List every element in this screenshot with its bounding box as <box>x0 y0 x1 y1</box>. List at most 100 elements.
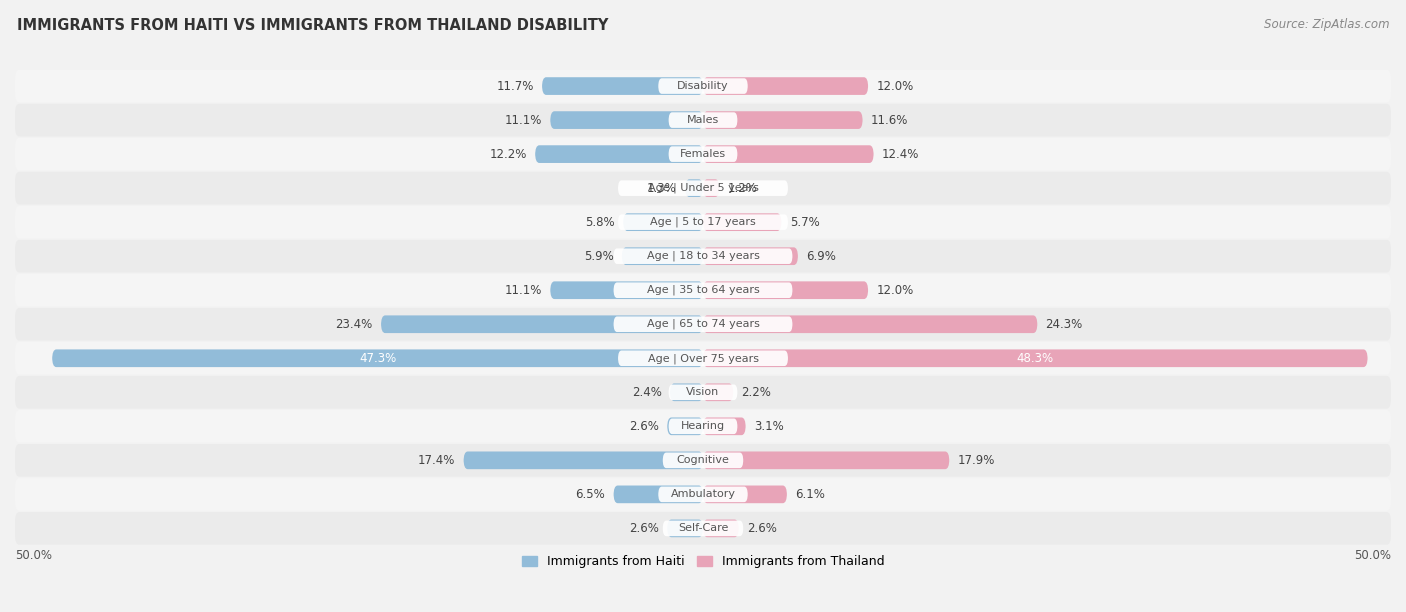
FancyBboxPatch shape <box>621 247 703 265</box>
FancyBboxPatch shape <box>613 282 793 298</box>
Text: Age | 35 to 64 years: Age | 35 to 64 years <box>647 285 759 296</box>
FancyBboxPatch shape <box>613 485 703 503</box>
FancyBboxPatch shape <box>703 384 734 401</box>
FancyBboxPatch shape <box>658 78 748 94</box>
FancyBboxPatch shape <box>623 214 703 231</box>
Text: 48.3%: 48.3% <box>1017 352 1054 365</box>
FancyBboxPatch shape <box>703 179 720 197</box>
Text: 2.6%: 2.6% <box>747 522 778 535</box>
FancyBboxPatch shape <box>15 70 1391 102</box>
FancyBboxPatch shape <box>703 349 1368 367</box>
Text: Ambulatory: Ambulatory <box>671 490 735 499</box>
Text: Age | 65 to 74 years: Age | 65 to 74 years <box>647 319 759 329</box>
FancyBboxPatch shape <box>15 274 1391 307</box>
Text: 6.1%: 6.1% <box>796 488 825 501</box>
Text: 5.7%: 5.7% <box>790 215 820 229</box>
FancyBboxPatch shape <box>52 349 703 367</box>
Text: 12.0%: 12.0% <box>876 284 914 297</box>
Text: Source: ZipAtlas.com: Source: ZipAtlas.com <box>1264 18 1389 31</box>
FancyBboxPatch shape <box>703 77 868 95</box>
Text: 1.2%: 1.2% <box>728 182 758 195</box>
Text: 12.4%: 12.4% <box>882 147 920 160</box>
FancyBboxPatch shape <box>671 384 703 401</box>
Text: 23.4%: 23.4% <box>336 318 373 330</box>
FancyBboxPatch shape <box>662 521 744 536</box>
FancyBboxPatch shape <box>15 512 1391 545</box>
Text: 6.5%: 6.5% <box>575 488 606 501</box>
Text: Age | 5 to 17 years: Age | 5 to 17 years <box>650 217 756 228</box>
FancyBboxPatch shape <box>613 316 793 332</box>
FancyBboxPatch shape <box>703 520 738 537</box>
Text: 2.6%: 2.6% <box>628 522 659 535</box>
FancyBboxPatch shape <box>15 206 1391 239</box>
Legend: Immigrants from Haiti, Immigrants from Thailand: Immigrants from Haiti, Immigrants from T… <box>516 550 890 573</box>
FancyBboxPatch shape <box>703 282 868 299</box>
Text: 50.0%: 50.0% <box>15 550 52 562</box>
FancyBboxPatch shape <box>703 247 799 265</box>
Text: 24.3%: 24.3% <box>1046 318 1083 330</box>
FancyBboxPatch shape <box>703 452 949 469</box>
Text: Age | 18 to 34 years: Age | 18 to 34 years <box>647 251 759 261</box>
FancyBboxPatch shape <box>550 282 703 299</box>
FancyBboxPatch shape <box>658 487 748 502</box>
FancyBboxPatch shape <box>15 308 1391 340</box>
Text: Age | Over 75 years: Age | Over 75 years <box>648 353 758 364</box>
FancyBboxPatch shape <box>381 315 703 333</box>
Text: Hearing: Hearing <box>681 421 725 431</box>
Text: Self-Care: Self-Care <box>678 523 728 534</box>
FancyBboxPatch shape <box>619 351 787 366</box>
Text: 11.1%: 11.1% <box>505 114 541 127</box>
FancyBboxPatch shape <box>668 417 703 435</box>
FancyBboxPatch shape <box>15 410 1391 442</box>
FancyBboxPatch shape <box>15 478 1391 510</box>
FancyBboxPatch shape <box>15 240 1391 272</box>
FancyBboxPatch shape <box>703 315 1038 333</box>
Text: 50.0%: 50.0% <box>1354 550 1391 562</box>
FancyBboxPatch shape <box>668 520 703 537</box>
Text: Age | Under 5 years: Age | Under 5 years <box>648 183 758 193</box>
FancyBboxPatch shape <box>613 248 793 264</box>
FancyBboxPatch shape <box>619 214 787 230</box>
FancyBboxPatch shape <box>15 376 1391 409</box>
FancyBboxPatch shape <box>669 113 737 128</box>
FancyBboxPatch shape <box>464 452 703 469</box>
Text: IMMIGRANTS FROM HAITI VS IMMIGRANTS FROM THAILAND DISABILITY: IMMIGRANTS FROM HAITI VS IMMIGRANTS FROM… <box>17 18 609 34</box>
FancyBboxPatch shape <box>662 452 744 468</box>
Text: 47.3%: 47.3% <box>359 352 396 365</box>
Text: 2.4%: 2.4% <box>631 386 662 399</box>
FancyBboxPatch shape <box>15 172 1391 204</box>
Text: Cognitive: Cognitive <box>676 455 730 465</box>
FancyBboxPatch shape <box>550 111 703 129</box>
FancyBboxPatch shape <box>703 111 863 129</box>
Text: 2.6%: 2.6% <box>628 420 659 433</box>
FancyBboxPatch shape <box>669 146 737 162</box>
Text: 11.7%: 11.7% <box>496 80 534 92</box>
Text: 5.9%: 5.9% <box>583 250 613 263</box>
Text: Males: Males <box>688 115 718 125</box>
FancyBboxPatch shape <box>703 145 873 163</box>
FancyBboxPatch shape <box>619 181 787 196</box>
FancyBboxPatch shape <box>536 145 703 163</box>
Text: 17.4%: 17.4% <box>418 454 456 467</box>
FancyBboxPatch shape <box>669 384 737 400</box>
Text: 12.2%: 12.2% <box>489 147 527 160</box>
Text: 17.9%: 17.9% <box>957 454 995 467</box>
FancyBboxPatch shape <box>703 417 745 435</box>
FancyBboxPatch shape <box>15 342 1391 375</box>
Text: Disability: Disability <box>678 81 728 91</box>
FancyBboxPatch shape <box>669 419 737 434</box>
Text: 5.8%: 5.8% <box>585 215 614 229</box>
FancyBboxPatch shape <box>15 138 1391 171</box>
FancyBboxPatch shape <box>15 104 1391 136</box>
FancyBboxPatch shape <box>703 214 782 231</box>
Text: 6.9%: 6.9% <box>806 250 837 263</box>
Text: 1.3%: 1.3% <box>647 182 676 195</box>
FancyBboxPatch shape <box>541 77 703 95</box>
FancyBboxPatch shape <box>703 485 787 503</box>
Text: 2.2%: 2.2% <box>741 386 772 399</box>
Text: 11.6%: 11.6% <box>870 114 908 127</box>
Text: 3.1%: 3.1% <box>754 420 783 433</box>
FancyBboxPatch shape <box>15 444 1391 477</box>
Text: 12.0%: 12.0% <box>876 80 914 92</box>
Text: Females: Females <box>681 149 725 159</box>
